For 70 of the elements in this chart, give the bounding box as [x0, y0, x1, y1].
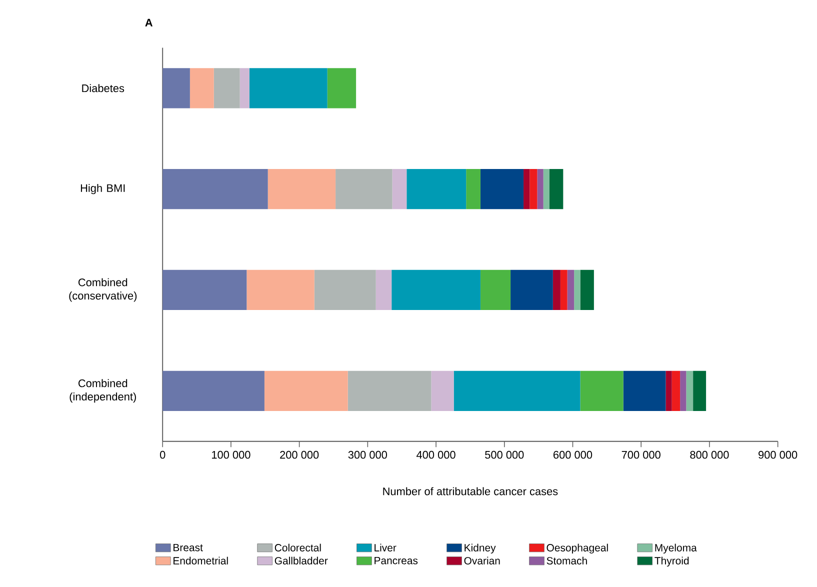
- x-tick-label: 900 000: [758, 451, 798, 459]
- bar: [680, 371, 686, 412]
- bar: [162, 371, 264, 412]
- legend-label: Stomach: [546, 557, 587, 565]
- x-tick-label: 600 000: [554, 451, 592, 459]
- legend-label: Colorectal: [274, 544, 321, 552]
- bar: [162, 169, 268, 210]
- bar: [249, 68, 328, 108]
- legend-label: Thyroid: [654, 557, 689, 567]
- bar: [327, 68, 356, 108]
- bar: [537, 169, 544, 210]
- bar: [580, 270, 594, 310]
- bar: [480, 169, 524, 210]
- x-tick-label: 400 000: [416, 451, 456, 459]
- bar: [392, 169, 407, 210]
- bar: [550, 169, 564, 210]
- bar: [552, 270, 560, 310]
- bar: [466, 169, 480, 210]
- bar: [574, 270, 580, 310]
- bar: [336, 169, 392, 210]
- legend-label: Kidney: [464, 544, 496, 554]
- bar: [580, 371, 624, 412]
- x-axis-title: Number of attributable cancer cases: [383, 487, 558, 496]
- bar: [560, 270, 568, 310]
- bar: [567, 270, 574, 310]
- legend-label: Gallbladder: [274, 557, 328, 565]
- legend-label: Myeloma: [655, 544, 697, 554]
- legend-label: Breast: [174, 544, 203, 552]
- bar: [686, 371, 694, 412]
- x-tick-label: 200 000: [280, 451, 319, 459]
- bar: [524, 169, 530, 210]
- bar: [190, 68, 214, 108]
- y-tick-label: Combined (independent): [70, 379, 136, 403]
- legend-label: Endometrial: [174, 557, 228, 565]
- y-tick-label: Combined (conservative): [69, 278, 137, 302]
- x-tick-label: 800 000: [690, 451, 729, 459]
- bar: [268, 169, 336, 210]
- bar: [666, 371, 672, 412]
- y-tick-label: High BMI: [80, 184, 125, 194]
- bar: [348, 371, 432, 412]
- bar: [264, 371, 348, 412]
- x-tick-label: 100 000: [212, 451, 250, 459]
- legend-label: Pancreas: [374, 557, 418, 565]
- chart-title: A: [145, 19, 153, 27]
- legend-label: Ovarian: [464, 557, 500, 565]
- bar: [543, 169, 550, 210]
- bar: [376, 270, 392, 310]
- bar: [510, 270, 553, 310]
- y-tick-label: Diabetes: [82, 84, 124, 92]
- bar: [454, 371, 580, 412]
- x-tick-label: 0: [160, 451, 166, 459]
- bar: [162, 270, 247, 310]
- x-tick-label: 700 000: [622, 451, 660, 459]
- bar: [406, 169, 466, 210]
- bar: [314, 270, 376, 310]
- bar: [623, 371, 666, 412]
- bar: [480, 270, 511, 310]
- bar: [431, 371, 454, 412]
- x-tick-label: 300 000: [348, 451, 388, 459]
- legend-label: Liver: [374, 544, 396, 552]
- bar: [392, 270, 480, 310]
- bar: [530, 169, 538, 210]
- bar: [246, 270, 314, 310]
- bar: [214, 68, 240, 108]
- bar: [693, 371, 706, 412]
- x-tick-label: 500 000: [485, 451, 524, 459]
- bar: [672, 371, 680, 412]
- bar: [240, 68, 250, 108]
- legend-label: Oesophageal: [546, 544, 608, 554]
- bar: [162, 68, 190, 108]
